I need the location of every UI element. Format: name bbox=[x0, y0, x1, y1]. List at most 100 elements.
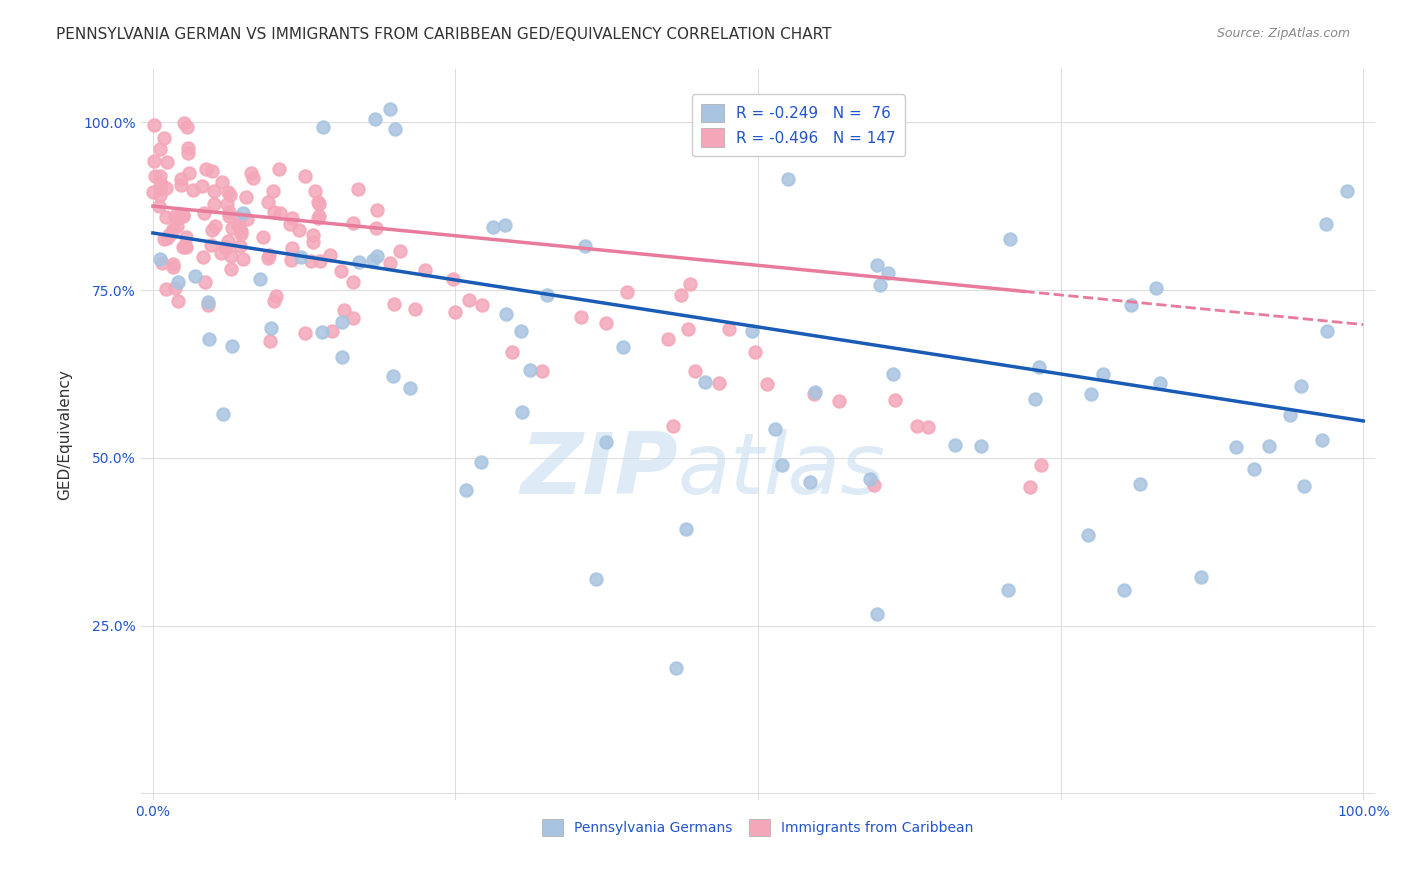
Point bbox=[997, 583, 1019, 598]
Point bbox=[149, 188, 172, 202]
Point bbox=[269, 206, 291, 220]
Point bbox=[616, 285, 638, 299]
Point bbox=[384, 121, 406, 136]
Point bbox=[859, 472, 882, 486]
Point bbox=[693, 375, 716, 389]
Point bbox=[308, 209, 330, 223]
Point bbox=[257, 194, 280, 209]
Point bbox=[153, 232, 176, 246]
Point bbox=[228, 218, 250, 232]
Point bbox=[399, 381, 422, 395]
Point bbox=[1189, 570, 1212, 584]
Point bbox=[307, 211, 329, 226]
Point bbox=[799, 475, 821, 489]
Point bbox=[665, 660, 688, 674]
Point bbox=[170, 172, 193, 186]
Point bbox=[1019, 480, 1042, 494]
Point bbox=[970, 439, 993, 453]
Text: Source: ZipAtlas.com: Source: ZipAtlas.com bbox=[1216, 27, 1350, 40]
Point bbox=[177, 145, 200, 160]
Point bbox=[510, 405, 533, 419]
Point bbox=[172, 208, 194, 222]
Point bbox=[221, 221, 243, 235]
Point bbox=[595, 434, 617, 449]
Point bbox=[202, 184, 225, 198]
Point bbox=[252, 230, 274, 244]
Point bbox=[212, 408, 235, 422]
Point bbox=[214, 240, 236, 254]
Point bbox=[266, 288, 288, 302]
Point bbox=[1336, 184, 1358, 198]
Point bbox=[905, 419, 928, 434]
Point bbox=[221, 339, 243, 353]
Point bbox=[294, 326, 316, 341]
Point bbox=[321, 324, 343, 338]
Point bbox=[707, 376, 730, 390]
Point bbox=[364, 112, 387, 126]
Point bbox=[342, 216, 364, 230]
Point bbox=[882, 368, 904, 382]
Point bbox=[1257, 439, 1279, 453]
Point bbox=[1279, 409, 1302, 423]
Point bbox=[763, 422, 786, 436]
Point bbox=[342, 311, 364, 326]
Point bbox=[143, 169, 166, 183]
Point bbox=[676, 321, 699, 335]
Point bbox=[404, 301, 426, 316]
Point bbox=[1077, 527, 1099, 541]
Point bbox=[218, 205, 240, 219]
Point bbox=[172, 240, 194, 254]
Point bbox=[176, 120, 198, 135]
Point bbox=[229, 227, 252, 241]
Point bbox=[242, 171, 264, 186]
Point bbox=[312, 120, 335, 134]
Point bbox=[193, 206, 215, 220]
Point bbox=[366, 221, 388, 235]
Point bbox=[595, 316, 617, 330]
Point bbox=[177, 141, 200, 155]
Point bbox=[267, 162, 290, 177]
Point bbox=[309, 253, 332, 268]
Point bbox=[863, 478, 886, 492]
Point bbox=[917, 420, 939, 434]
Point bbox=[280, 252, 302, 267]
Point bbox=[388, 244, 411, 258]
Point bbox=[232, 206, 254, 220]
Point bbox=[865, 607, 887, 621]
Point bbox=[219, 261, 242, 276]
Point bbox=[183, 268, 205, 283]
Point bbox=[259, 334, 281, 348]
Legend: Pennsylvania Germans, Immigrants from Caribbean: Pennsylvania Germans, Immigrants from Ca… bbox=[534, 811, 981, 845]
Point bbox=[1291, 379, 1313, 393]
Point bbox=[191, 178, 214, 193]
Point bbox=[458, 293, 481, 307]
Point bbox=[197, 298, 219, 312]
Point bbox=[217, 185, 239, 199]
Point bbox=[1316, 324, 1339, 338]
Point bbox=[866, 258, 889, 272]
Point bbox=[361, 253, 384, 268]
Point bbox=[1315, 217, 1337, 231]
Point bbox=[236, 212, 259, 227]
Point bbox=[209, 246, 232, 260]
Point bbox=[257, 248, 280, 262]
Point bbox=[148, 252, 170, 266]
Point bbox=[501, 345, 523, 359]
Point bbox=[380, 255, 402, 269]
Point bbox=[1292, 479, 1315, 493]
Point bbox=[172, 209, 194, 223]
Point bbox=[167, 293, 190, 308]
Point bbox=[304, 185, 326, 199]
Point bbox=[877, 267, 900, 281]
Point bbox=[294, 169, 316, 183]
Point bbox=[333, 303, 356, 318]
Point bbox=[201, 164, 224, 178]
Point bbox=[1144, 280, 1167, 294]
Y-axis label: GED/Equivalency: GED/Equivalency bbox=[58, 369, 72, 500]
Point bbox=[288, 223, 311, 237]
Point bbox=[869, 277, 891, 292]
Point bbox=[201, 223, 224, 237]
Point bbox=[149, 177, 172, 191]
Point bbox=[382, 368, 405, 383]
Text: ZIP: ZIP bbox=[520, 429, 678, 512]
